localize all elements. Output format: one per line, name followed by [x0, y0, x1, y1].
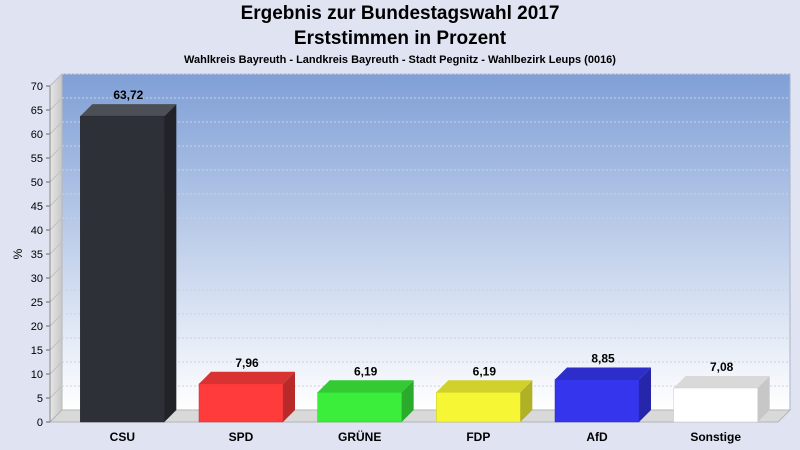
gridline-side [49, 73, 63, 87]
bar-value-label: 7,96 [235, 356, 259, 370]
y-tick-label: 35 [31, 249, 43, 261]
chart-subtitle: Erststimmen in Prozent [293, 28, 507, 49]
bar [198, 371, 295, 423]
x-tick-label: SPD [229, 430, 254, 444]
chart-caption: Wahlkreis Bayreuth - Landkreis Bayreuth … [184, 54, 616, 66]
y-tick-label: 5 [37, 393, 43, 405]
chart-title: Ergebnis zur Bundestagswahl 2017 [240, 3, 560, 24]
bar-front [80, 115, 165, 423]
bar-value-label: 8,85 [591, 352, 615, 366]
gridline-side [49, 289, 63, 303]
bar-side [283, 371, 295, 422]
bar-value-label: 63,72 [113, 88, 143, 102]
bar-top [436, 380, 533, 393]
bar-front [317, 392, 402, 423]
gridline-side [49, 361, 63, 375]
x-tick-label: CSU [110, 430, 135, 444]
y-tick-label: 15 [31, 345, 43, 357]
gridline-side [49, 241, 63, 255]
y-tick-label: 40 [31, 225, 43, 237]
x-tick-label: GRÜNE [338, 429, 381, 444]
gridline-side [49, 169, 63, 183]
bar-side [520, 380, 533, 422]
bar-top [673, 376, 770, 389]
x-tick-label: AfD [586, 430, 608, 444]
bar-side [757, 376, 770, 422]
gridline-side [49, 217, 63, 231]
bar-top [199, 371, 295, 384]
y-tick-label: 25 [31, 297, 43, 309]
bar [80, 104, 177, 423]
bar [673, 376, 770, 423]
y-tick-label: 30 [31, 273, 43, 285]
bar-front [673, 387, 758, 423]
gridline-side [49, 265, 63, 279]
bar [317, 380, 414, 423]
bar-value-label: 6,19 [473, 364, 497, 378]
y-tick-label: 20 [31, 321, 43, 333]
gridline-side [49, 337, 63, 351]
bar-front [554, 379, 640, 423]
y-tick-label: 0 [37, 417, 43, 429]
gridline-side [49, 145, 63, 159]
gridline-side [49, 313, 63, 327]
y-axis-label: % [11, 248, 25, 259]
bar [554, 367, 651, 423]
y-tick-label: 50 [31, 177, 43, 189]
bar-top [80, 104, 177, 117]
bar-front [198, 383, 284, 423]
x-tick-label: Sonstige [690, 430, 741, 444]
y-tick-label: 10 [31, 369, 43, 381]
y-tick-label: 70 [31, 81, 43, 93]
bar [436, 380, 533, 423]
gridline-side [49, 193, 63, 207]
gridline-side [49, 385, 63, 399]
gridline-side [49, 97, 63, 111]
bar-front [436, 392, 521, 423]
bar-top [317, 380, 414, 393]
gridline-side [49, 121, 63, 135]
y-tick-label: 60 [31, 129, 43, 141]
bar-side [164, 104, 177, 423]
bar-side [639, 367, 651, 422]
y-tick-label: 55 [31, 153, 43, 165]
y-tick-label: 65 [31, 105, 43, 117]
y-tick-label: 45 [31, 201, 43, 213]
bar-value-label: 7,08 [710, 360, 734, 374]
bar-top [555, 367, 651, 380]
bar-side [401, 380, 414, 422]
bar-value-label: 6,19 [354, 364, 378, 378]
x-tick-label: FDP [466, 430, 490, 444]
